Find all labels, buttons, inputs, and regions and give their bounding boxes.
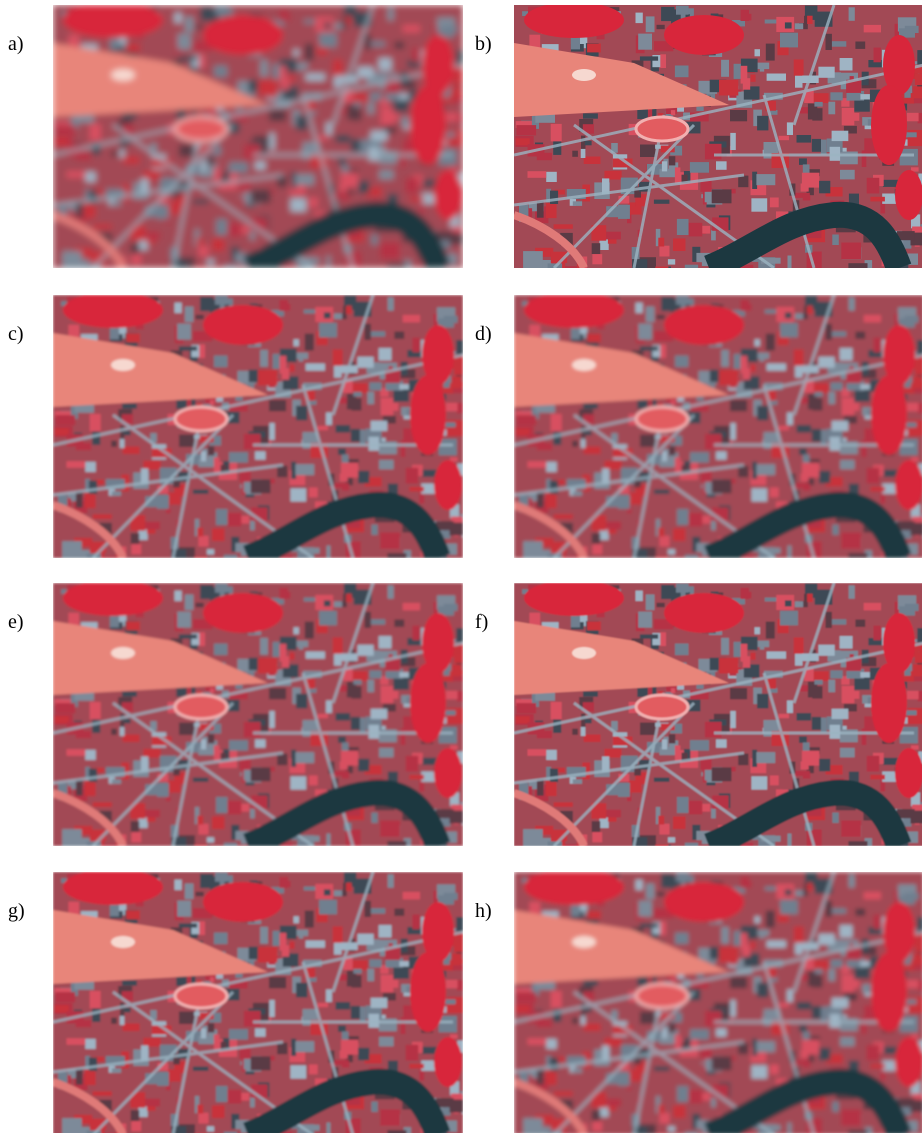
image-content	[53, 5, 463, 268]
satellite-image	[514, 583, 922, 846]
image-content	[514, 295, 922, 558]
panel-label: b)	[475, 33, 492, 55]
satellite-image	[53, 295, 463, 558]
image-content	[53, 583, 463, 846]
satellite-image	[514, 872, 922, 1133]
panel-label: c)	[8, 323, 24, 345]
image-content	[514, 872, 922, 1133]
satellite-image	[53, 5, 463, 268]
panel-label: h)	[475, 900, 492, 922]
panel-label: f)	[475, 611, 489, 633]
image-content	[53, 295, 463, 558]
satellite-image	[514, 5, 922, 268]
panel-label: d)	[475, 323, 492, 345]
satellite-image	[53, 872, 463, 1133]
panel-label: e)	[8, 611, 24, 633]
image-content	[514, 5, 922, 268]
image-content	[514, 583, 922, 846]
panel-label: g)	[8, 900, 25, 922]
satellite-image	[514, 295, 922, 558]
satellite-image	[53, 583, 463, 846]
panel-label: a)	[8, 33, 24, 55]
image-content	[53, 872, 463, 1133]
